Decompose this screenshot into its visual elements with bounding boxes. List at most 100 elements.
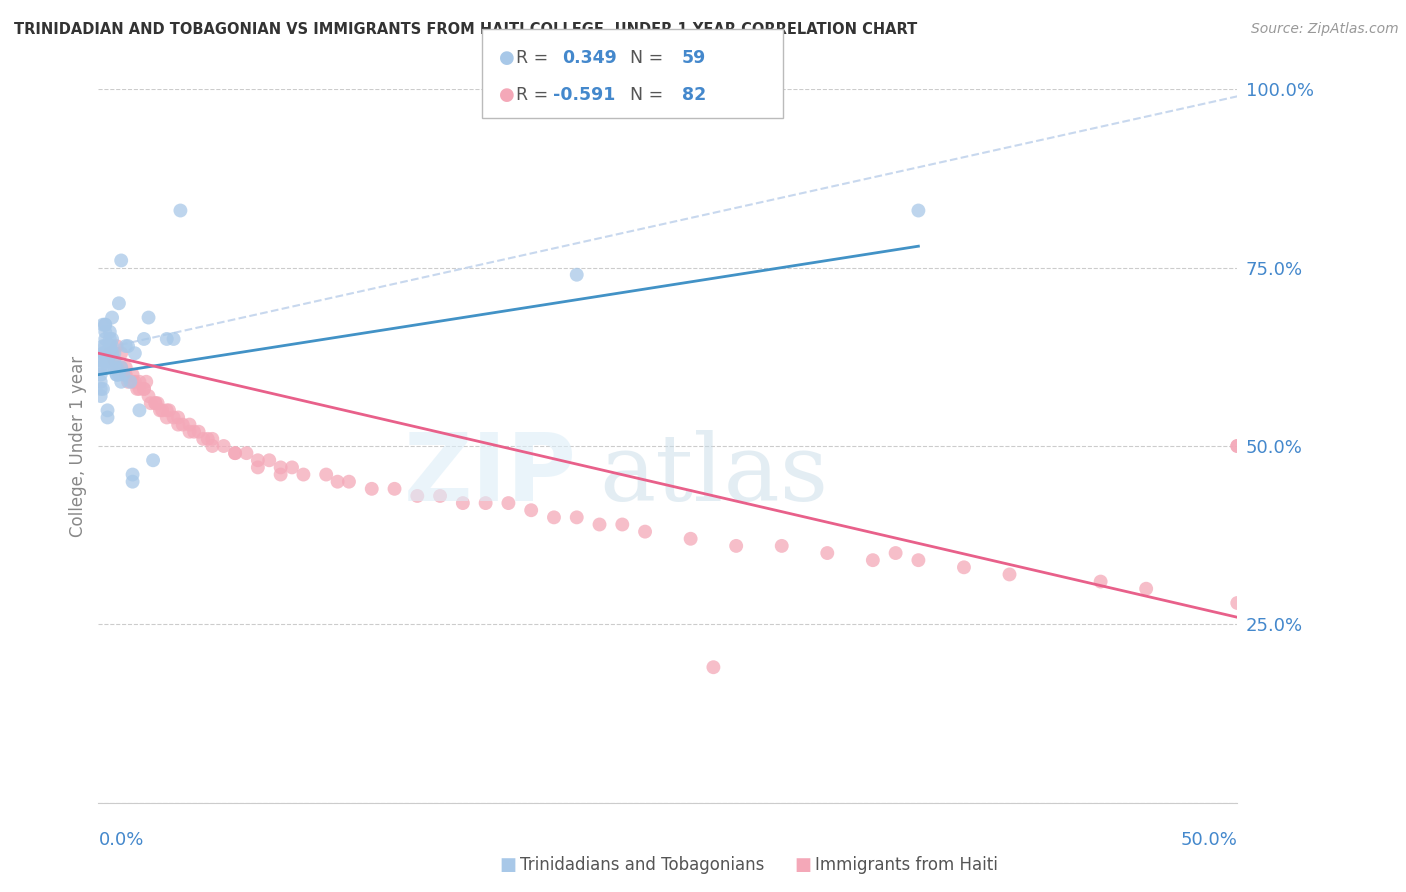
Point [98, 339, 121, 353]
Point [588, 517, 610, 532]
Point [124, 375, 146, 389]
Point [337, 475, 360, 489]
Point [451, 496, 474, 510]
Point [103, 360, 125, 375]
Point [815, 546, 838, 560]
Point [183, 425, 205, 439]
Point [149, 403, 172, 417]
Point [862, 553, 884, 567]
Point [90, 375, 112, 389]
Point [94, 346, 117, 360]
Point [157, 403, 180, 417]
Point [565, 268, 588, 282]
Point [201, 439, 224, 453]
Point [128, 375, 150, 389]
Point [145, 396, 167, 410]
Point [150, 403, 173, 417]
Point [270, 467, 292, 482]
Point [112, 368, 135, 382]
Point [90, 389, 112, 403]
Text: 59: 59 [682, 49, 706, 67]
Point [612, 517, 634, 532]
Point [1135, 582, 1157, 596]
Point [156, 403, 179, 417]
Text: Immigrants from Haiti: Immigrants from Haiti [815, 856, 998, 874]
Point [96, 403, 118, 417]
Point [103, 353, 125, 368]
Point [162, 410, 184, 425]
Point [114, 368, 136, 382]
Point [474, 496, 496, 510]
Point [360, 482, 382, 496]
Point [543, 510, 565, 524]
Point [98, 339, 121, 353]
Point [121, 467, 143, 482]
Point [520, 503, 543, 517]
Point [90, 360, 112, 375]
Point [498, 496, 520, 510]
Point [201, 432, 224, 446]
Point [110, 346, 132, 360]
Point [212, 439, 235, 453]
Point [1226, 596, 1249, 610]
Point [702, 660, 724, 674]
Y-axis label: College, Under 1 year: College, Under 1 year [69, 355, 87, 537]
Point [105, 360, 128, 375]
Point [91, 339, 114, 353]
Text: 0.349: 0.349 [562, 49, 617, 67]
Point [108, 368, 131, 382]
Text: ●: ● [499, 86, 515, 103]
Point [94, 318, 117, 332]
Point [117, 339, 139, 353]
Point [103, 353, 125, 368]
Point [281, 460, 304, 475]
Point [128, 382, 150, 396]
Point [138, 310, 160, 325]
Text: atlas: atlas [599, 430, 828, 519]
Point [193, 432, 215, 446]
Point [953, 560, 976, 574]
Point [145, 396, 167, 410]
Point [146, 396, 169, 410]
Point [132, 332, 155, 346]
Point [96, 360, 118, 375]
Point [91, 360, 114, 375]
Point [224, 446, 246, 460]
Point [110, 375, 132, 389]
Point [101, 346, 124, 360]
Point [770, 539, 793, 553]
Point [121, 375, 143, 389]
Point [127, 382, 149, 396]
Point [167, 410, 190, 425]
Text: -0.591: -0.591 [553, 86, 614, 103]
Point [179, 425, 201, 439]
Point [138, 389, 160, 403]
Point [429, 489, 451, 503]
Point [132, 382, 155, 396]
Point [90, 382, 112, 396]
Point [90, 368, 112, 382]
Point [156, 410, 179, 425]
Point [884, 546, 907, 560]
Text: TRINIDADIAN AND TOBAGONIAN VS IMMIGRANTS FROM HAITI COLLEGE, UNDER 1 YEAR CORREL: TRINIDADIAN AND TOBAGONIAN VS IMMIGRANTS… [14, 22, 917, 37]
Point [139, 396, 162, 410]
Point [259, 453, 281, 467]
Point [96, 410, 118, 425]
Point [167, 417, 190, 432]
Point [132, 382, 155, 396]
Point [135, 375, 157, 389]
Point [110, 360, 132, 375]
Point [1226, 439, 1249, 453]
Point [162, 332, 184, 346]
Point [105, 368, 128, 382]
Point [98, 325, 121, 339]
Point [224, 446, 246, 460]
Text: R =: R = [516, 86, 554, 103]
Point [246, 460, 269, 475]
Point [172, 417, 194, 432]
Point [120, 375, 142, 389]
Point [105, 339, 128, 353]
Point [110, 253, 132, 268]
Point [114, 339, 136, 353]
Point [98, 346, 121, 360]
